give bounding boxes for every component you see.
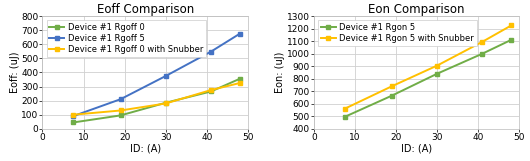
Device #1 Rgoff 0	[117, 114, 123, 116]
Device #1 Rgon 5	[341, 116, 348, 118]
Device #1 Rgon 5 with Snubber	[508, 24, 514, 26]
Line: Device #1 Rgoff 0: Device #1 Rgoff 0	[71, 76, 242, 125]
Device #1 Rgoff 0	[236, 78, 243, 80]
Device #1 Rgon 5	[388, 95, 395, 97]
Device #1 Rgoff 5	[236, 33, 243, 35]
Legend: Device #1 Rgoff 0, Device #1 Rgoff 5, Device #1 Rgoff 0 with Snubber: Device #1 Rgoff 0, Device #1 Rgoff 5, De…	[47, 20, 206, 57]
Title: Eon Comparison: Eon Comparison	[368, 3, 465, 16]
Device #1 Rgon 5 with Snubber	[388, 85, 395, 87]
Device #1 Rgoff 0	[163, 102, 169, 104]
Device #1 Rgoff 5	[70, 115, 76, 117]
Device #1 Rgon 5	[434, 73, 440, 75]
Line: Device #1 Rgoff 5: Device #1 Rgoff 5	[71, 31, 242, 118]
Line: Device #1 Rgon 5 with Snubber: Device #1 Rgon 5 with Snubber	[342, 23, 514, 111]
Device #1 Rgoff 5	[208, 51, 214, 52]
Device #1 Rgon 5	[479, 53, 485, 55]
Line: Device #1 Rgon 5: Device #1 Rgon 5	[342, 38, 514, 119]
Device #1 Rgoff 5	[163, 75, 169, 77]
Device #1 Rgon 5	[508, 39, 514, 41]
Device #1 Rgoff 0	[70, 122, 76, 123]
Device #1 Rgoff 0 with Snubber	[208, 89, 214, 91]
X-axis label: ID: (A): ID: (A)	[130, 143, 161, 153]
Line: Device #1 Rgoff 0 with Snubber: Device #1 Rgoff 0 with Snubber	[71, 81, 242, 117]
Device #1 Rgoff 0	[208, 90, 214, 92]
Device #1 Rgon 5 with Snubber	[479, 41, 485, 43]
Device #1 Rgoff 0 with Snubber	[163, 102, 169, 104]
Device #1 Rgoff 0 with Snubber	[117, 109, 123, 111]
Device #1 Rgoff 5	[117, 98, 123, 100]
Y-axis label: Eoff: (uJ): Eoff: (uJ)	[10, 52, 20, 93]
Title: Eoff Comparison: Eoff Comparison	[96, 3, 194, 16]
Legend: Device #1 Rgon 5, Device #1 Rgon 5 with Snubber: Device #1 Rgon 5, Device #1 Rgon 5 with …	[318, 20, 477, 46]
Device #1 Rgon 5 with Snubber	[434, 65, 440, 66]
X-axis label: ID: (A): ID: (A)	[401, 143, 432, 153]
Device #1 Rgoff 0 with Snubber	[236, 82, 243, 84]
Y-axis label: Eon: (uJ): Eon: (uJ)	[275, 52, 285, 93]
Device #1 Rgoff 0 with Snubber	[70, 114, 76, 116]
Device #1 Rgon 5 with Snubber	[341, 108, 348, 110]
